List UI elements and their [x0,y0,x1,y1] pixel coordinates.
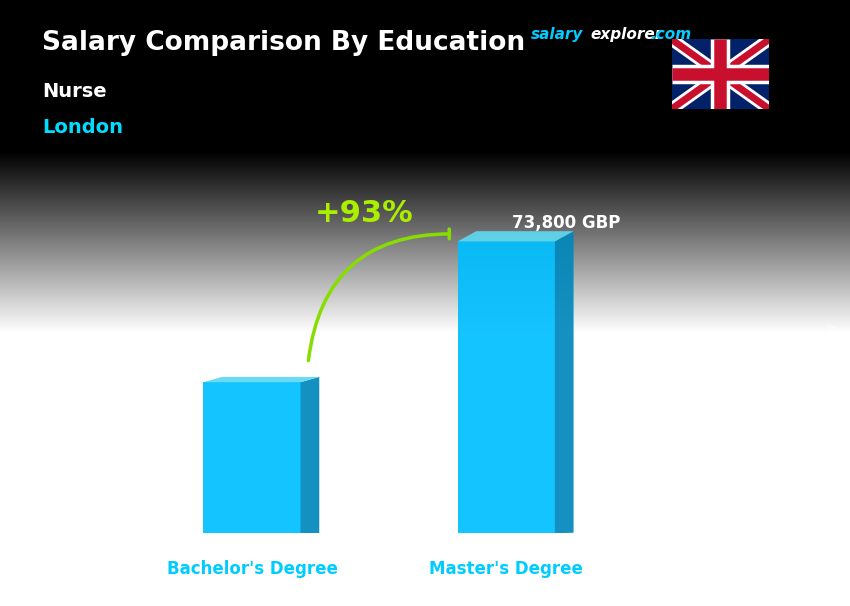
Polygon shape [301,377,320,533]
Text: 73,800 GBP: 73,800 GBP [512,214,620,232]
Polygon shape [457,241,555,533]
Text: +93%: +93% [314,199,413,228]
Text: Salary Comparison By Education: Salary Comparison By Education [42,30,525,56]
Polygon shape [555,231,574,533]
Text: 38,200 GBP: 38,200 GBP [167,355,276,373]
Polygon shape [203,377,320,382]
Text: Nurse: Nurse [42,82,107,101]
Polygon shape [203,382,301,533]
Polygon shape [457,231,574,241]
Text: salary: salary [531,27,584,42]
Text: Bachelor's Degree: Bachelor's Degree [167,559,337,578]
Text: Master's Degree: Master's Degree [429,559,583,578]
Text: Average Yearly Salary: Average Yearly Salary [824,323,834,428]
Text: .com: .com [650,27,691,42]
Text: London: London [42,118,123,137]
Text: explorer: explorer [591,27,663,42]
